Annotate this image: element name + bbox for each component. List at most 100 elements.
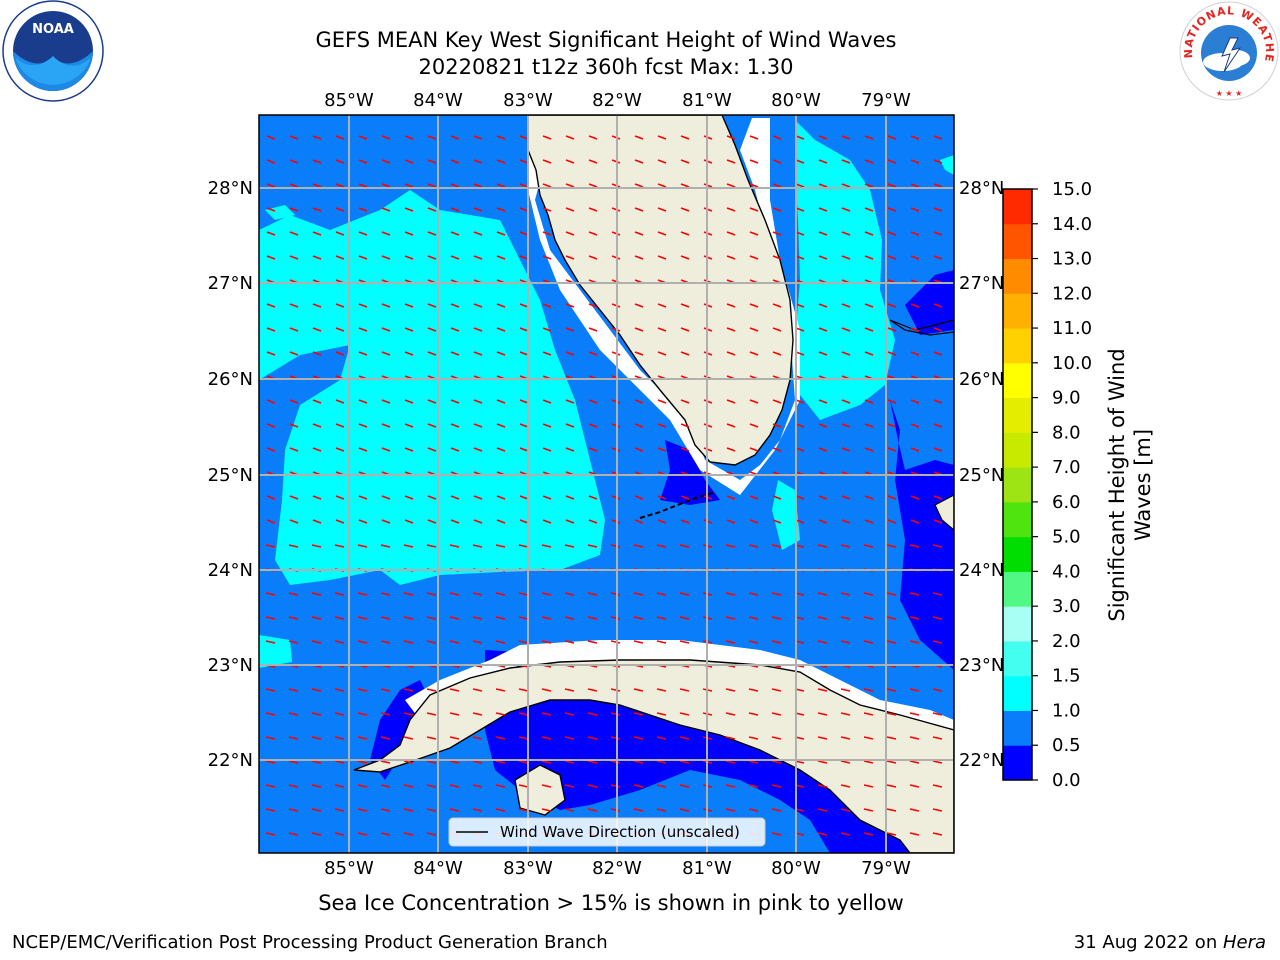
wave-arrow — [312, 495, 322, 500]
wave-arrow — [817, 640, 828, 644]
wave-arrow — [657, 303, 667, 308]
wave-arrow — [840, 712, 851, 716]
wave-arrow — [795, 327, 805, 332]
wave-arrow — [335, 231, 345, 236]
wave-arrow — [358, 135, 368, 140]
wave-arrow — [265, 712, 276, 716]
wave-arrow — [772, 495, 782, 500]
wave-arrow — [886, 592, 897, 596]
wave-arrow — [863, 616, 874, 620]
wave-arrow — [449, 640, 460, 644]
wave-arrow — [633, 736, 644, 740]
wave-zone-low-3 — [890, 400, 954, 670]
wave-arrow — [403, 808, 414, 812]
wave-arrow — [311, 616, 322, 620]
lat-label: 25°N — [959, 465, 1004, 486]
wave-arrow — [795, 351, 805, 356]
wave-arrow — [312, 207, 322, 212]
wave-arrow — [588, 135, 598, 140]
wave-arrow — [473, 399, 483, 404]
wave-zone-nw — [265, 205, 295, 220]
wave-arrow — [841, 423, 851, 428]
wave-arrow — [334, 616, 345, 620]
wave-arrow — [404, 231, 414, 236]
wave-arrow — [588, 399, 598, 404]
wave-arrow — [380, 784, 391, 788]
wave-arrow — [450, 303, 460, 308]
wave-arrow — [518, 808, 529, 812]
wave-arrow — [886, 760, 897, 764]
wave-arrow — [472, 592, 483, 596]
wave-arrow — [864, 231, 874, 236]
wave-arrow — [588, 255, 598, 260]
wave-arrow — [817, 832, 828, 836]
wave-arrow — [633, 640, 644, 644]
wave-arrow — [472, 616, 483, 620]
wave-arrow — [289, 399, 299, 404]
wave-arrow — [864, 399, 874, 404]
wave-arrow — [519, 351, 529, 356]
wave-arrow — [289, 303, 299, 308]
wave-arrow — [426, 616, 437, 620]
wave-arrow — [886, 544, 897, 548]
wave-arrow — [771, 592, 782, 596]
wave-arrow — [335, 183, 345, 188]
wave-zone-low-2 — [905, 270, 954, 335]
wave-arrow — [311, 544, 322, 548]
wave-zone-ne — [940, 155, 954, 175]
wave-arrow — [541, 808, 552, 812]
wave-arrow — [887, 399, 897, 404]
wave-arrow — [933, 207, 943, 212]
wave-arrow — [725, 616, 736, 620]
wave-arrow — [772, 303, 782, 308]
wave-arrow — [726, 207, 736, 212]
wave-arrow — [519, 327, 529, 332]
wave-arrow — [450, 183, 460, 188]
wave-arrow — [472, 808, 483, 812]
lon-label: 84°W — [413, 858, 463, 879]
wave-arrow — [588, 447, 598, 452]
wave-arrow — [633, 688, 644, 692]
wave-arrow — [933, 447, 943, 452]
wave-arrow — [380, 808, 391, 812]
lon-label: 79°W — [861, 90, 911, 111]
wave-arrow — [680, 447, 690, 452]
wave-arrow — [542, 231, 552, 236]
wave-arrow — [818, 207, 828, 212]
wave-arrow — [634, 351, 644, 356]
wave-arrow — [840, 640, 851, 644]
colorbar-swatch — [1003, 640, 1032, 677]
wave-arrow — [265, 544, 276, 548]
map-legend: Wind Wave Direction (unscaled) — [448, 817, 766, 847]
wave-arrow — [427, 231, 437, 236]
wave-arrow — [288, 712, 299, 716]
wave-arrow — [381, 447, 391, 452]
wave-arrow — [588, 207, 598, 212]
wave-arrow — [933, 399, 943, 404]
wave-arrow — [909, 832, 920, 836]
legend-label: Wind Wave Direction (unscaled) — [500, 823, 740, 841]
wave-arrow — [818, 447, 828, 452]
wave-arrow — [542, 207, 552, 212]
wave-arrow — [265, 688, 276, 692]
wave-arrow — [427, 183, 437, 188]
wave-arrow — [449, 784, 460, 788]
wave-arrow — [288, 736, 299, 740]
wave-arrow — [817, 544, 828, 548]
wave-arrow — [496, 447, 506, 452]
wave-arrow — [864, 159, 874, 164]
wave-arrow — [564, 688, 575, 692]
wave-arrow — [266, 183, 276, 188]
map-frame — [258, 114, 955, 854]
wave-arrow — [266, 303, 276, 308]
wave-arrow — [496, 495, 506, 500]
wave-arrow — [496, 255, 506, 260]
colorbar-swatch — [1003, 606, 1032, 642]
wave-arrow — [840, 544, 851, 548]
wave-arrow — [679, 736, 690, 740]
wave-arrow — [886, 688, 897, 692]
wave-arrow — [403, 784, 414, 788]
wave-arrow — [679, 712, 690, 716]
wave-arrow — [610, 544, 621, 548]
wave-arrow — [634, 447, 644, 452]
